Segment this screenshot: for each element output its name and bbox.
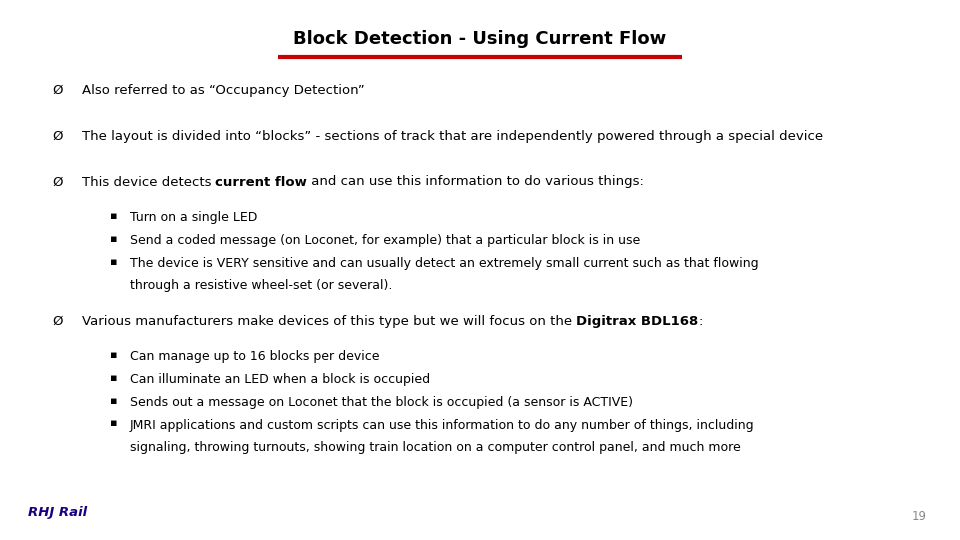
Text: Ø: Ø — [53, 84, 63, 97]
Text: Block Detection - Using Current Flow: Block Detection - Using Current Flow — [294, 30, 666, 48]
Text: ▪: ▪ — [110, 418, 118, 429]
Text: Various manufacturers make devices of this type but we will focus on the: Various manufacturers make devices of th… — [82, 315, 576, 328]
Text: The device is VERY sensitive and can usually detect an extremely small current s: The device is VERY sensitive and can usu… — [130, 256, 758, 269]
Text: JMRI applications and custom scripts can use this information to do any number o: JMRI applications and custom scripts can… — [130, 418, 755, 431]
Text: Ø: Ø — [53, 130, 63, 143]
Text: ▪: ▪ — [110, 396, 118, 406]
Text: Also referred to as “Occupancy Detection”: Also referred to as “Occupancy Detection… — [82, 84, 365, 97]
Text: Digitrax BDL168: Digitrax BDL168 — [576, 315, 698, 328]
Text: Turn on a single LED: Turn on a single LED — [130, 211, 257, 224]
Text: Can manage up to 16 blocks per device: Can manage up to 16 blocks per device — [130, 350, 379, 363]
Text: Send a coded message (on Loconet, for example) that a particular block is in use: Send a coded message (on Loconet, for ex… — [130, 234, 640, 247]
Text: Ø: Ø — [53, 315, 63, 328]
Text: :: : — [698, 315, 703, 328]
Text: ▪: ▪ — [110, 373, 118, 383]
Text: and can use this information to do various things:: and can use this information to do vario… — [307, 176, 644, 188]
Text: The layout is divided into “blocks” - sections of track that are independently p: The layout is divided into “blocks” - se… — [82, 130, 823, 143]
Text: ▪: ▪ — [110, 256, 118, 267]
Text: ▪: ▪ — [110, 350, 118, 361]
Text: RHJ Rail: RHJ Rail — [28, 506, 86, 519]
Text: Ø: Ø — [53, 176, 63, 188]
Text: 19: 19 — [911, 510, 926, 523]
Text: Can illuminate an LED when a block is occupied: Can illuminate an LED when a block is oc… — [130, 373, 430, 386]
Text: ▪: ▪ — [110, 211, 118, 221]
Text: through a resistive wheel-set (or several).: through a resistive wheel-set (or severa… — [130, 279, 392, 292]
Text: Sends out a message on Loconet that the block is occupied (a sensor is ACTIVE): Sends out a message on Loconet that the … — [130, 396, 633, 409]
Text: This device detects: This device detects — [82, 176, 215, 188]
Text: signaling, throwing turnouts, showing train location on a computer control panel: signaling, throwing turnouts, showing tr… — [130, 441, 740, 454]
Text: current flow: current flow — [215, 176, 307, 188]
Text: ▪: ▪ — [110, 234, 118, 244]
